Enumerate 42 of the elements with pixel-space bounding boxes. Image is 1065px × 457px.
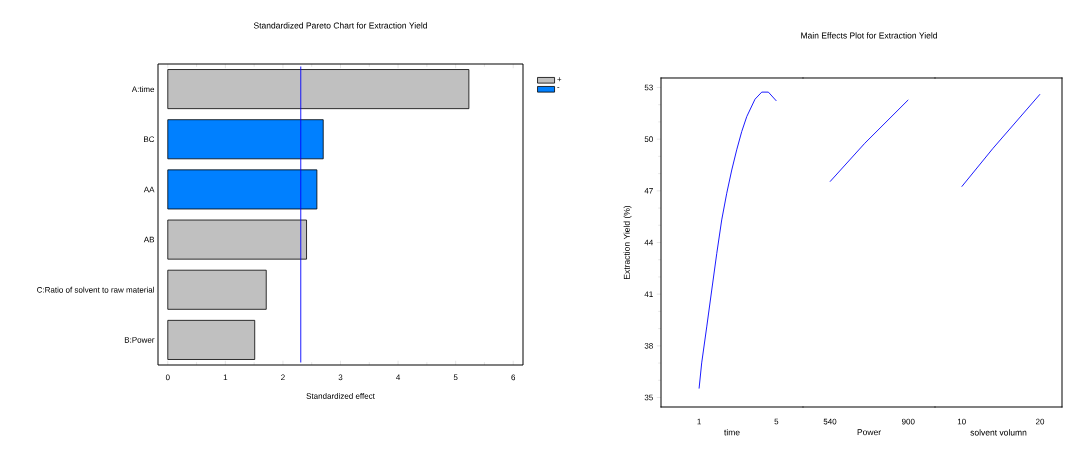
x-tick-label: 1 — [223, 374, 228, 381]
x-tick-label: 10 — [957, 418, 966, 425]
legend-label: - — [557, 87, 560, 88]
y-tick-label: AA — [143, 186, 155, 193]
bar — [167, 219, 307, 260]
y-tick-label: 38 — [644, 343, 653, 349]
x-tick-label: 5 — [774, 418, 779, 425]
x-axis-title: Standardized effect — [306, 393, 375, 399]
x-axis-title: time — [724, 429, 740, 436]
y-tick-label: 44 — [644, 239, 653, 246]
y-tick-label: 35 — [644, 394, 653, 401]
bar — [167, 119, 324, 160]
x-tick-label: 6 — [511, 374, 516, 381]
y-tick-label: AB — [143, 236, 155, 243]
x-tick-label: 5 — [453, 374, 458, 381]
x-axis-title: solvent volumn — [970, 429, 1027, 436]
x-tick-label: 2 — [281, 374, 285, 381]
legend-label: + — [557, 77, 562, 82]
y-tick-label: C:Ratio of solvent to raw material — [37, 286, 154, 293]
y-tick-label: 47 — [644, 188, 653, 194]
x-tick-label: 3 — [338, 374, 343, 381]
bar — [167, 319, 256, 360]
y-tick-label: 53 — [644, 84, 653, 91]
y-tick-label: BC — [144, 136, 155, 143]
bar — [167, 269, 267, 310]
y-tick-label: 41 — [644, 291, 653, 297]
x-tick-label: 4 — [396, 374, 401, 381]
chart-title: Main Effects Plot for Extraction Yield — [801, 32, 937, 39]
line-series — [698, 91, 777, 390]
x-tick-label: 900 — [901, 418, 915, 425]
chart-title: Standardized Pareto Chart for Extraction Yield — [253, 22, 427, 29]
y-tick-label: 50 — [644, 136, 653, 142]
x-tick-label: 540 — [823, 418, 837, 425]
x-tick-label: 0 — [165, 374, 170, 381]
bar — [167, 69, 470, 110]
x-tick-label: 1 — [697, 418, 701, 425]
bar — [167, 169, 318, 210]
x-axis-title: Power — [857, 429, 881, 436]
y-tick-label: B:Power — [124, 337, 155, 343]
y-tick-label: A:time — [131, 86, 155, 93]
y-axis-title: Extraction Yield (%) — [623, 205, 632, 279]
x-tick-label: 20 — [1035, 418, 1045, 425]
